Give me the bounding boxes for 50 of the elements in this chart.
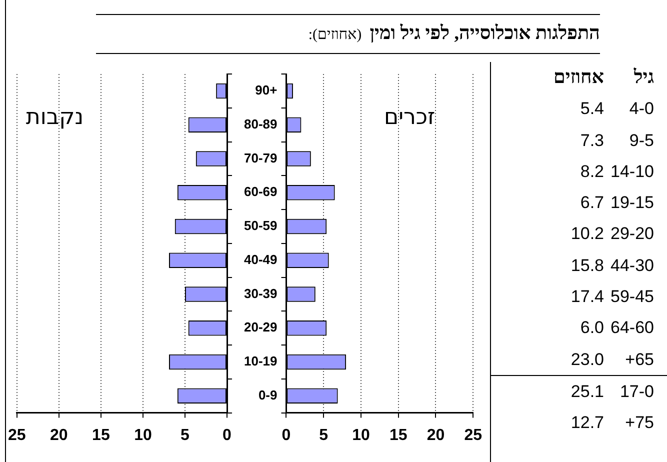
text: +65 <box>624 348 654 371</box>
text: 44-30 <box>610 254 654 277</box>
text: 5.4 <box>579 98 604 120</box>
text: 17.4 <box>570 286 604 308</box>
annotation: נקבות <box>26 104 84 130</box>
x-tick-label: 0 <box>222 426 232 444</box>
text: 8.2 <box>579 160 604 183</box>
text: 6.0 <box>579 317 604 340</box>
y-tick-label: 40-49 <box>244 252 278 267</box>
x-tick-label: 25 <box>8 426 26 444</box>
x-tick-label: 10 <box>134 426 152 444</box>
text: 59-45 <box>610 286 654 308</box>
text: 15.8 <box>570 254 604 277</box>
y-tick-label: 10-19 <box>244 354 278 369</box>
text: 17-0 <box>618 380 654 403</box>
text: אחוזים <box>552 66 604 90</box>
x-tick-label: 15 <box>92 426 110 444</box>
y-tick-label: 80-89 <box>244 116 278 132</box>
x-tick-label: 15 <box>389 426 408 444</box>
x-tick-label: 25 <box>464 426 482 444</box>
y-tick-label: 70-79 <box>244 150 278 166</box>
text: 7.3 <box>579 130 604 152</box>
x-tick-label: 5 <box>180 426 190 444</box>
x-tick-label: 0 <box>282 426 291 444</box>
x-tick-label: 20 <box>50 426 68 444</box>
text: 64-60 <box>610 317 654 340</box>
text: 19-15 <box>610 192 654 214</box>
text: התפלגות אוכלוסייה, לפי גיל ומין <box>370 23 600 44</box>
y-tick-label: 60-69 <box>244 184 278 200</box>
text: 10.2 <box>570 223 604 246</box>
text: 6.7 <box>579 192 604 214</box>
text: 25.1 <box>570 380 604 403</box>
text: 12.7 <box>570 412 604 434</box>
x-tick-label: 10 <box>352 426 370 444</box>
y-tick-label: 50-59 <box>244 218 278 234</box>
text: +75 <box>624 412 654 434</box>
y-tick-label: 90+ <box>255 82 278 98</box>
text: 14-10 <box>610 160 654 183</box>
text: 4-0 <box>628 98 654 120</box>
text: (אחוזים): <box>308 27 362 43</box>
y-tick-label: 20-29 <box>244 320 278 335</box>
x-tick-label: 20 <box>426 426 445 444</box>
y-tick-label: 30-39 <box>244 286 278 301</box>
text: 23.0 <box>570 348 604 371</box>
text: 29-20 <box>610 223 654 246</box>
text: גיל <box>632 66 654 90</box>
annotation: זכרים <box>384 104 436 130</box>
text: 9-5 <box>628 130 654 152</box>
y-tick-label: 0-9 <box>258 387 278 402</box>
x-tick-label: 5 <box>319 426 328 444</box>
